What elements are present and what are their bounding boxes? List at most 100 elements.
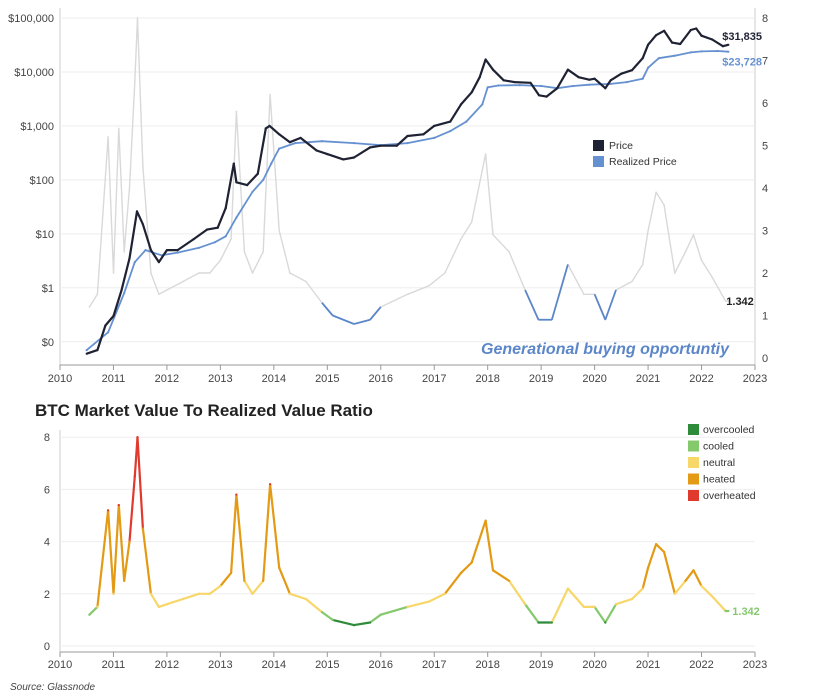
bottom-x-tick-label: 2010: [48, 659, 72, 671]
mvrv-data-point: [406, 605, 409, 609]
top-data-point: [727, 43, 730, 46]
mvrv-data-point: [647, 566, 650, 569]
mvrv-data-point: [136, 436, 139, 439]
top-y-tick-label: $10: [36, 229, 54, 241]
top-data-point: [123, 251, 125, 253]
mvrv-segment: [459, 561, 473, 575]
top-data-point: [604, 87, 607, 90]
mvrv-segment: [128, 475, 136, 543]
top-data-point: [270, 162, 273, 165]
top-data-point: [305, 280, 307, 283]
top-data-point: [700, 50, 703, 53]
top-data-point: [674, 272, 676, 274]
top-y2-tick-label: 1: [762, 311, 768, 323]
bottom-legend-label: overcooled: [703, 424, 755, 436]
realized-price-end-label: $23,728: [722, 57, 762, 69]
top-data-point: [278, 147, 281, 150]
top-y-tick-label: $1: [42, 283, 54, 295]
top-data-point: [406, 134, 409, 138]
mvrv-segment: [646, 543, 658, 569]
mvrv-segment: [692, 569, 703, 588]
top-data-point: [123, 291, 126, 295]
mvrv-segment: [614, 597, 634, 606]
mvrv-data-point: [630, 597, 634, 601]
bottom-x-tick-label: 2017: [422, 659, 446, 671]
mvrv-segment: [484, 519, 495, 572]
top-data-point: [671, 41, 674, 44]
top-gridlines: [60, 17, 755, 343]
bottom-x-tick-label: 2016: [369, 659, 393, 671]
top-data-point: [663, 29, 666, 32]
top-x-tick-label: 2018: [475, 373, 499, 385]
mvrv-segment: [369, 613, 382, 624]
top-data-point: [142, 166, 144, 168]
bottom-x-tick-label: 2019: [529, 659, 553, 671]
mvrv-segment: [508, 579, 527, 606]
top-x-tick-label: 2010: [48, 373, 72, 385]
mvrv-data-point: [112, 592, 115, 595]
top-data-point: [673, 54, 676, 57]
top-chart: $0 $1 $10 $100 $1,000 $10,000 $100,000 0 1 2 3 4 5 6…: [8, 8, 768, 385]
top-data-point: [176, 249, 179, 252]
top-data-point: [120, 289, 123, 292]
top-legend: Price Realized Price: [593, 140, 677, 168]
mvrv-data-point: [604, 621, 607, 624]
mvrv-data-point: [484, 519, 487, 522]
top-data-point: [406, 142, 409, 145]
top-data-point: [230, 238, 232, 240]
mvrv-data-point: [641, 587, 644, 590]
top-data-point: [176, 251, 179, 254]
mvrv-segment: [427, 592, 446, 603]
mvrv-data-point: [459, 571, 463, 575]
bottom-x-tick-label: 2011: [102, 659, 126, 671]
mvrv-top-end-label: 1.342: [726, 296, 754, 308]
mvrv-data-point: [165, 603, 168, 606]
top-data-point: [491, 68, 495, 71]
top-data-point: [205, 228, 209, 231]
mvrv-segment: [230, 493, 238, 575]
mvrv-data-point: [149, 592, 152, 595]
mvrv-segment: [654, 543, 666, 554]
top-data-point: [166, 289, 168, 291]
top-data-point: [529, 81, 532, 84]
mvrv-data-point: [443, 592, 446, 595]
bottom-x-ticks: 2010 2011 2012 2013 2014 2015 2016 2017 2018 2019…: [48, 652, 767, 671]
top-data-point: [262, 178, 265, 181]
top-series-line-1: [86, 50, 729, 351]
bottom-y-tick-label: 2: [44, 589, 50, 601]
top-buy-zone-segment: [604, 289, 617, 321]
mvrv-segment: [684, 569, 695, 582]
bottom-x-tick-label: 2018: [475, 659, 499, 671]
mvrv-segment: [662, 550, 676, 595]
mvrv-data-point: [181, 597, 185, 601]
top-data-point: [235, 110, 238, 113]
top-legend-swatch: [593, 156, 604, 167]
mvrv-data-point: [582, 605, 586, 609]
bottom-legend-swatch: [688, 457, 699, 468]
mvrv-segment: [208, 584, 222, 595]
top-x-tick-label: 2012: [155, 373, 179, 385]
mvrv-segment: [491, 569, 511, 582]
bottom-x-tick-label: 2015: [315, 659, 339, 671]
top-data-point: [478, 76, 481, 79]
mvrv-segment: [406, 600, 430, 609]
top-data-point: [268, 124, 271, 127]
mvrv-segment: [700, 584, 714, 598]
bottom-legend: overcooled cooled neutral heated overheated: [688, 424, 756, 502]
top-data-point: [251, 272, 254, 274]
top-data-point: [157, 261, 160, 264]
bottom-legend-swatch: [688, 490, 699, 501]
mvrv-segment: [304, 597, 324, 614]
mvrv-data-point: [88, 613, 91, 616]
top-x-tick-label: 2022: [689, 373, 713, 385]
top-data-point: [182, 280, 184, 283]
top-data-point: [315, 149, 318, 152]
top-data-point: [107, 331, 110, 334]
top-data-point: [692, 234, 695, 236]
top-data-point: [486, 86, 489, 89]
mvrv-segment: [141, 527, 152, 595]
bottom-series: [88, 436, 730, 627]
top-data-point: [484, 58, 487, 61]
bottom-end-labels: 1.342: [732, 606, 760, 618]
top-data-point: [262, 251, 265, 253]
